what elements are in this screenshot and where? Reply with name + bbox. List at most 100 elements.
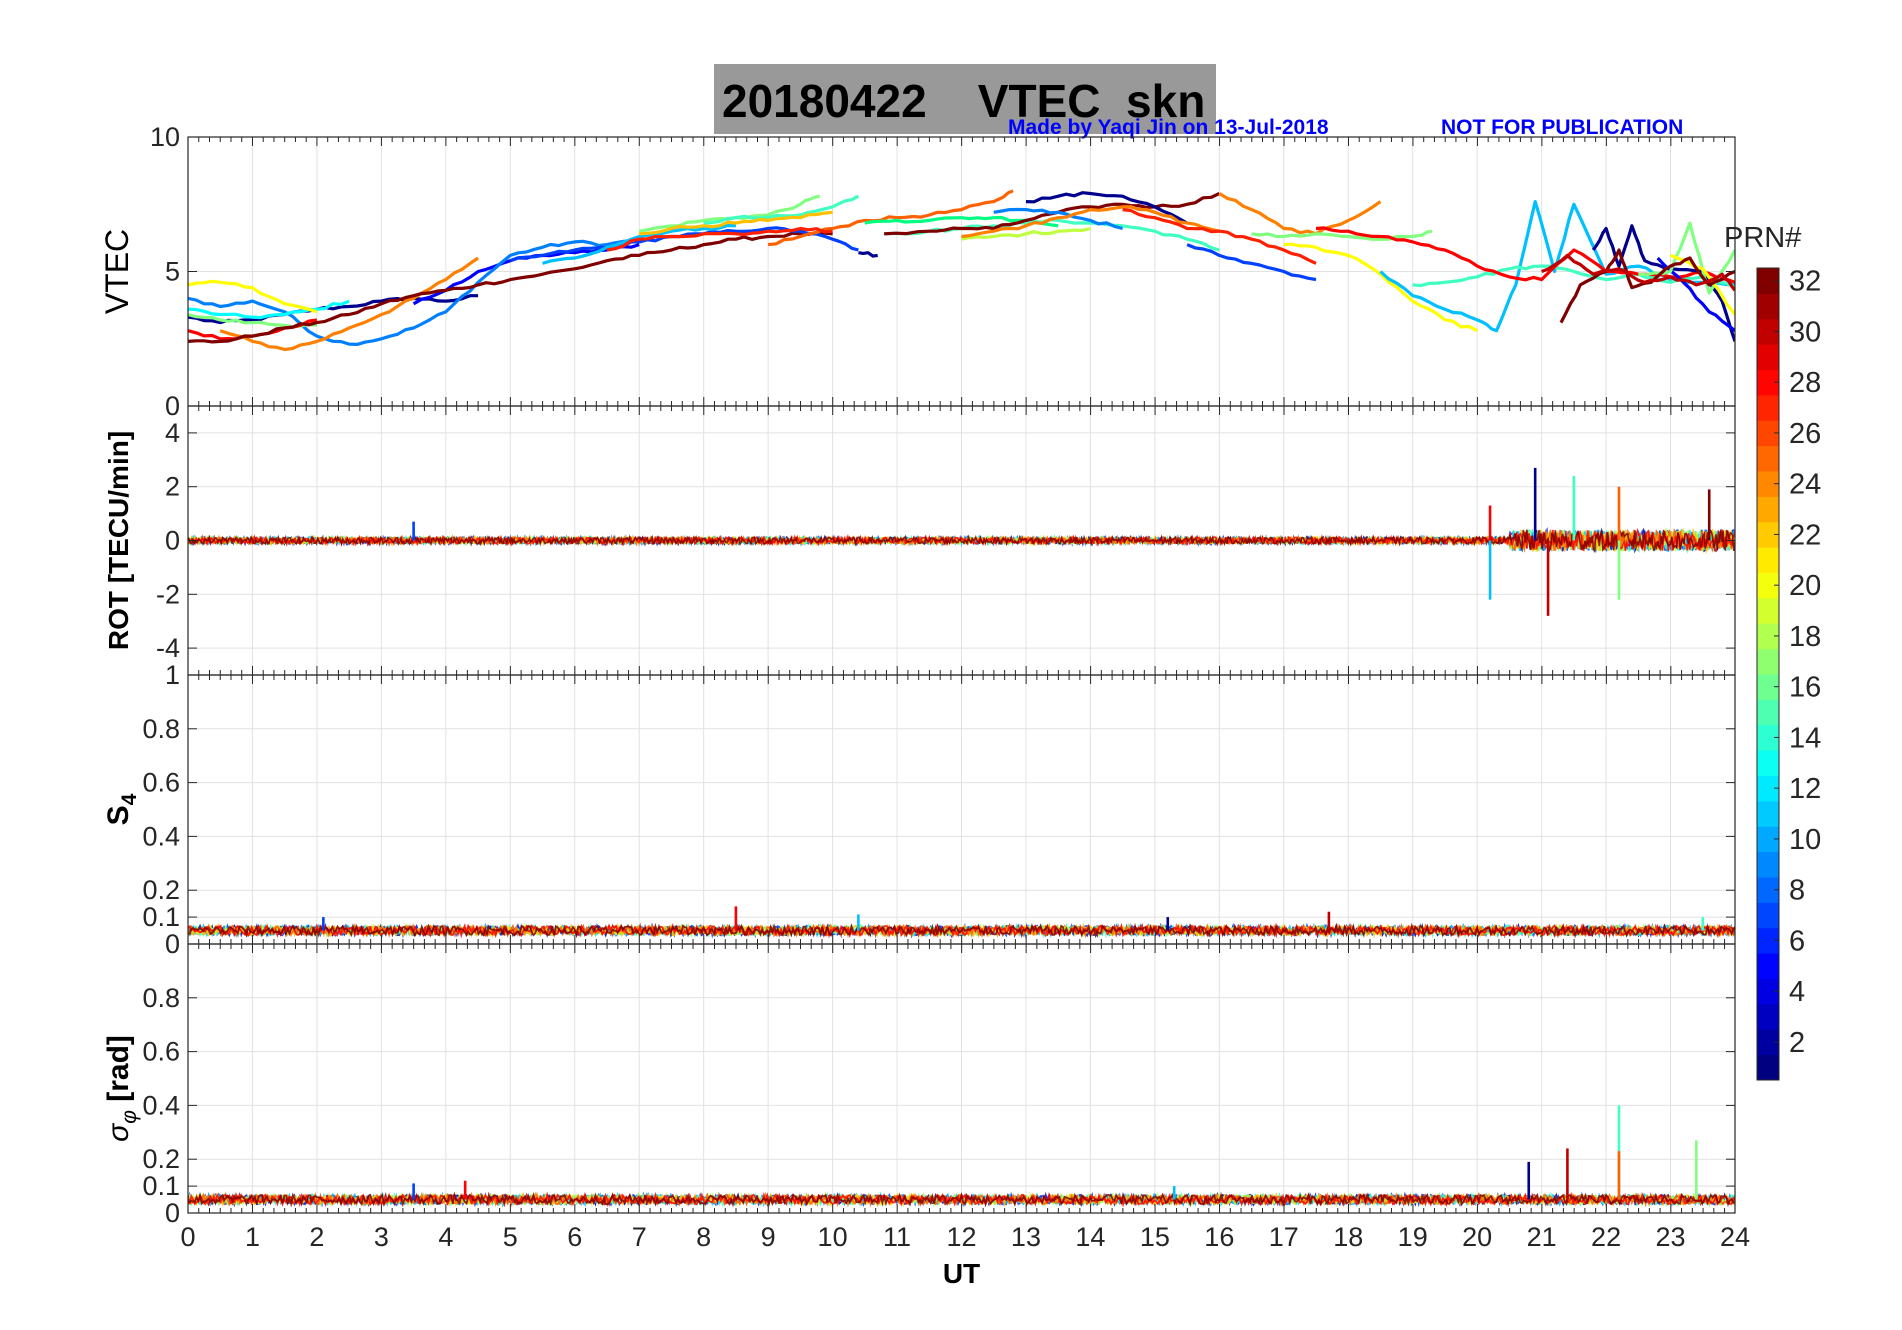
x-tick-label: 1 <box>245 1222 260 1252</box>
vtec-series-line <box>1283 242 1478 333</box>
y-tick-label: 0.6 <box>142 768 180 798</box>
y-label-unit: [rad] <box>102 1035 135 1110</box>
vtec-series-line <box>1251 229 1433 241</box>
panel-vtec: 0 5 10 VTEC <box>99 122 1736 421</box>
figure-title: 20180422 VTEC skn <box>722 74 1205 128</box>
colorbar-band <box>1757 445 1779 472</box>
y-axis-label: VTEC <box>99 229 135 314</box>
colorbar-band <box>1757 268 1779 294</box>
colorbar-band <box>1757 724 1779 751</box>
colorbar-band <box>1757 775 1779 802</box>
credit-author: Made by Yaqi Jin on 13-Jul-2018 <box>1008 116 1329 139</box>
colorbar-band <box>1757 978 1779 1005</box>
colorbar-band <box>1757 623 1779 650</box>
y-tick-label: 2 <box>165 472 180 502</box>
x-tick-label: 13 <box>1011 1222 1041 1252</box>
colorbar-band <box>1757 800 1779 827</box>
colorbar-tick-label: 16 <box>1789 672 1821 704</box>
colorbar-tick-label: 22 <box>1789 519 1821 551</box>
vtec-series-line <box>703 194 860 225</box>
colorbar-band <box>1757 318 1779 345</box>
y-tick-label: 0.2 <box>142 1144 180 1174</box>
colorbar-band <box>1757 496 1779 523</box>
x-tick-label: 3 <box>374 1222 389 1252</box>
y-tick-label: 5 <box>165 257 180 287</box>
x-tick-label: 18 <box>1333 1222 1363 1252</box>
index-trace <box>188 1191 1735 1208</box>
title-station: VTEC skn <box>977 75 1206 127</box>
vtec-series-line <box>961 205 1220 239</box>
x-tick-label: 4 <box>438 1222 453 1252</box>
y-tick-label: 0.1 <box>142 902 180 932</box>
title-background <box>714 64 1216 134</box>
vtec-series-line <box>1669 253 1735 316</box>
colorbar-tick-label: 8 <box>1789 875 1805 907</box>
rot-trace <box>188 528 1735 554</box>
vtec-series-line <box>1186 243 1317 282</box>
x-tick-label: 16 <box>1204 1222 1234 1252</box>
x-tick-label: 5 <box>503 1222 518 1252</box>
vtec-series-line <box>542 223 736 265</box>
colorbar-band <box>1757 572 1779 599</box>
panel-sigma_phi: 00.10.20.40.60.8σφ [rad]0 1 2 3 4 5 6 7 8 9 10 11 12… <box>102 943 1750 1289</box>
colorbar-band <box>1757 851 1779 878</box>
colorbar-frame <box>1756 267 1780 1081</box>
x-tick-label: 23 <box>1656 1222 1686 1252</box>
vtec-series-line <box>1315 226 1735 284</box>
colorbar-tick-label: 18 <box>1789 621 1821 653</box>
y-axis-label: σφ [rad] <box>102 1035 141 1142</box>
x-tick-label: 19 <box>1398 1222 1428 1252</box>
y-label-phi: φ <box>118 1110 141 1124</box>
colorbar-band <box>1757 953 1779 979</box>
x-tick-label: 7 <box>632 1222 647 1252</box>
colorbar-band <box>1757 521 1779 548</box>
credit-note: NOT FOR PUBLICATION <box>1441 116 1684 139</box>
colorbar-band <box>1757 1054 1779 1081</box>
x-tick-label: 17 <box>1269 1222 1299 1252</box>
vtec-series-line <box>509 226 859 263</box>
vtec-series-line <box>1025 191 1188 225</box>
colorbar-band <box>1757 877 1779 903</box>
vtec-series-line <box>188 299 350 320</box>
y-axis-label: ROT [TECU/min] <box>103 431 134 650</box>
vtec-series-line <box>606 226 833 252</box>
x-tick-label: 0 <box>180 1222 195 1252</box>
rot-trace <box>188 527 1735 553</box>
data-rot <box>188 467 1735 616</box>
colorbar-label: PRN# <box>1724 222 1801 254</box>
colorbar-tick-label: 4 <box>1789 976 1805 1008</box>
vtec-series-line <box>219 256 479 352</box>
vtec-series-line <box>639 210 833 236</box>
y-tick-label: 0.8 <box>142 983 180 1013</box>
colorbar-band <box>1757 750 1779 776</box>
colorbar-band <box>1757 826 1779 853</box>
x-tick-label: 8 <box>696 1222 711 1252</box>
x-tick-label: 24 <box>1720 1222 1750 1252</box>
vtec-series-line <box>858 251 878 258</box>
colorbar-band <box>1757 699 1779 726</box>
colorbar-band <box>1757 674 1779 700</box>
panel-s4: 00.10.2 0.4 0.6 0.8 1 S4 <box>102 660 1736 959</box>
x-tick-label: 6 <box>567 1222 582 1252</box>
y-tick-label: 0 <box>165 929 180 959</box>
colorbar-band <box>1757 471 1779 497</box>
colorbar-band <box>1757 1029 1779 1056</box>
vtec-series-line <box>1541 253 1735 292</box>
vtec-series-line <box>188 237 640 346</box>
data-vtec <box>188 189 1735 352</box>
y-label-sub: 4 <box>118 793 141 805</box>
vtec-series-line <box>993 207 1124 231</box>
colorbar-tick-label: 30 <box>1789 316 1821 348</box>
vtec-series-line <box>1559 248 1735 324</box>
colorbar-tick-label: 32 <box>1789 266 1821 298</box>
y-tick-label: 0 <box>165 526 180 556</box>
x-tick-label: 10 <box>818 1222 848 1252</box>
data-sigma_phi <box>188 1105 1735 1208</box>
colorbar-band <box>1757 927 1779 954</box>
x-tick-label: 12 <box>946 1222 976 1252</box>
vtec-series-line <box>1122 208 1317 265</box>
y-tick-label: 0.4 <box>142 1090 180 1120</box>
colorbar-tick-label: 28 <box>1789 367 1821 399</box>
colorbar-tick-label: 6 <box>1789 925 1805 957</box>
